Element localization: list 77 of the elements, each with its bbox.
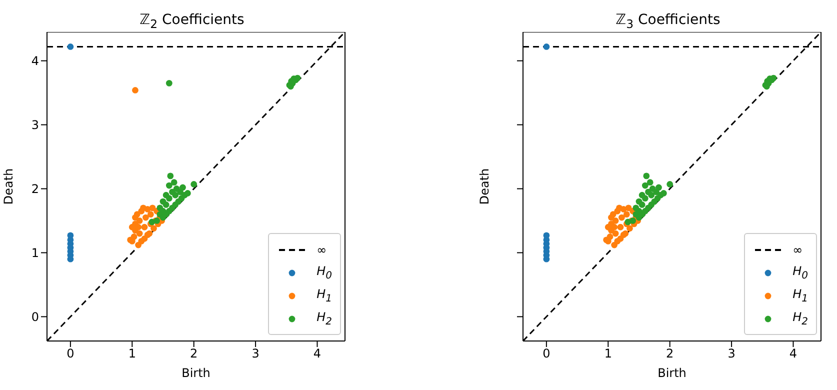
- point: [646, 179, 654, 186]
- point: [543, 44, 550, 50]
- point: [190, 181, 198, 188]
- x-tick-label: 2: [666, 346, 674, 361]
- point: [660, 190, 667, 196]
- y-axis-title: Death: [1, 168, 16, 205]
- legend-label: H$_{1}$: [792, 286, 808, 304]
- chart-title: ℤ$_{2}$ Coefficients: [138, 11, 246, 32]
- point: [67, 44, 74, 50]
- x-axis-title: Birth: [182, 366, 210, 380]
- point: [618, 214, 625, 221]
- point: [636, 208, 642, 214]
- point: [648, 192, 655, 198]
- point: [612, 218, 619, 224]
- legend-label: H$_{2}$: [792, 310, 808, 328]
- point: [166, 182, 172, 189]
- x-tick-label: 0: [66, 346, 74, 361]
- legend-label: ∞: [792, 242, 803, 256]
- x-tick-label: 3: [728, 346, 736, 361]
- point: [617, 224, 624, 230]
- point: [142, 214, 149, 221]
- point: [604, 224, 612, 230]
- point: [642, 182, 648, 189]
- legend-label: H$_{1}$: [316, 286, 332, 304]
- point: [610, 211, 616, 218]
- point: [138, 238, 145, 244]
- point: [643, 172, 650, 180]
- point: [136, 230, 143, 237]
- y-tick-label: 2: [31, 182, 39, 196]
- point: [130, 234, 138, 240]
- legend-label: ∞: [316, 242, 327, 256]
- point: [642, 195, 648, 202]
- point: [166, 195, 172, 202]
- point: [614, 238, 621, 244]
- x-axis-title: Birth: [658, 366, 686, 380]
- x-tick-label: 2: [190, 346, 198, 361]
- point: [638, 202, 646, 208]
- point: [611, 224, 618, 230]
- point: [141, 224, 148, 230]
- y-tick-label: 4: [31, 54, 39, 68]
- point: [656, 184, 662, 191]
- point: [160, 208, 166, 214]
- legend-label: H$_{0}$: [792, 264, 808, 282]
- point: [184, 190, 191, 196]
- point: [626, 225, 633, 232]
- point: [135, 224, 142, 230]
- point: [136, 218, 143, 224]
- y-axis-title: Death: [477, 168, 492, 205]
- x-tick-label: 1: [128, 346, 136, 361]
- point: [128, 224, 136, 230]
- x-tick-label: 0: [542, 346, 550, 361]
- y-tick-label: 3: [31, 118, 39, 132]
- x-tick-label: 1: [604, 346, 612, 361]
- x-tick-label: 4: [313, 346, 322, 361]
- point: [543, 232, 550, 239]
- y-tick-label: 0: [31, 310, 39, 324]
- x-tick-label: 3: [252, 346, 260, 361]
- point: [162, 202, 170, 208]
- legend-label: H$_{0}$: [316, 264, 332, 282]
- point: [612, 230, 619, 237]
- point: [147, 211, 154, 218]
- point: [150, 225, 157, 232]
- x-tick-label: 4: [789, 346, 798, 361]
- point: [606, 234, 614, 240]
- point: [172, 192, 179, 198]
- point: [170, 179, 178, 186]
- point: [666, 181, 674, 188]
- chart-title: ℤ$_{3}$ Coefficients: [614, 11, 722, 32]
- point: [180, 184, 186, 191]
- point: [166, 80, 172, 86]
- point: [167, 172, 174, 180]
- point: [134, 211, 140, 218]
- y-tick-label: 1: [31, 246, 39, 260]
- point: [132, 87, 138, 94]
- legend-label: H$_{2}$: [316, 310, 332, 328]
- point: [623, 211, 630, 218]
- point: [67, 232, 74, 239]
